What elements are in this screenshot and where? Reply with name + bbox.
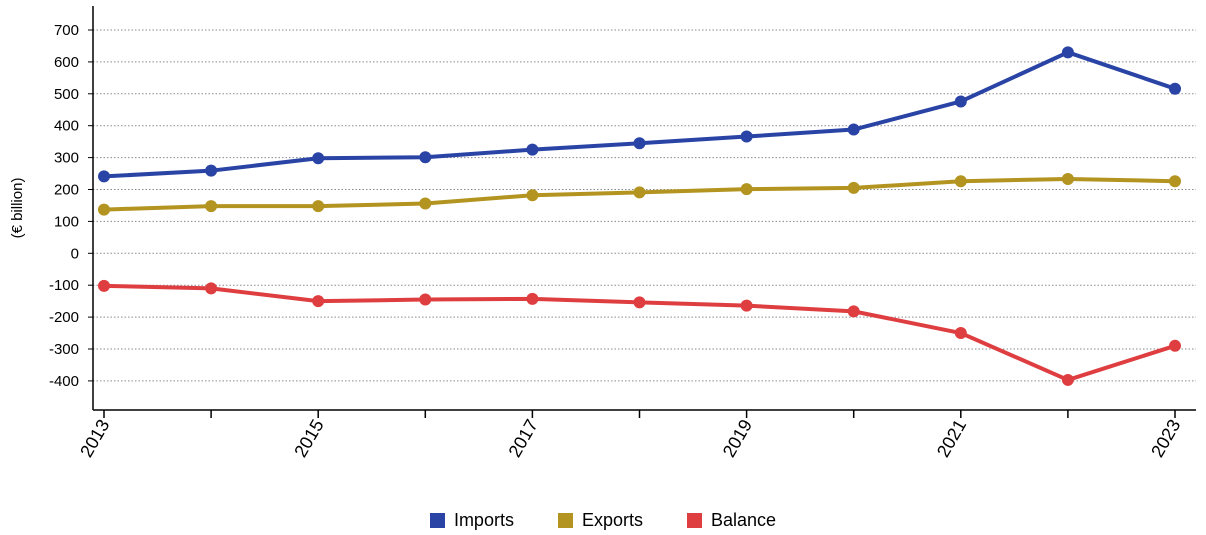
data-point-balance xyxy=(954,327,967,340)
data-point-exports xyxy=(954,175,967,188)
data-point-imports xyxy=(312,152,325,165)
data-point-balance xyxy=(419,293,432,306)
data-point-exports xyxy=(740,183,753,196)
data-point-imports xyxy=(98,170,110,183)
x-tick-label: 2015 xyxy=(290,416,327,461)
legend-swatch-exports xyxy=(557,513,573,528)
y-axis-title: (€ billion) xyxy=(9,178,26,239)
y-tick-label: 500 xyxy=(54,86,79,103)
data-point-exports xyxy=(847,181,860,194)
data-point-exports xyxy=(526,189,539,202)
x-tick-label: 2017 xyxy=(505,416,542,461)
data-point-imports xyxy=(1061,46,1074,59)
legend-swatch-imports xyxy=(429,513,445,528)
data-point-exports xyxy=(312,200,325,213)
data-point-balance xyxy=(526,292,539,305)
y-tick-labels: 700 600 500 400 300 200 100 0 -100 -200 -300 -400 xyxy=(49,22,93,390)
data-point-exports xyxy=(205,200,218,213)
data-point-exports xyxy=(419,197,432,210)
y-tick-label: 200 xyxy=(54,182,79,199)
legend-item-exports: Exports xyxy=(532,510,643,531)
x-tick-label: 2021 xyxy=(933,416,970,461)
data-point-imports xyxy=(526,143,539,156)
y-tick-label: -300 xyxy=(49,341,79,358)
data-point-balance xyxy=(98,279,110,292)
data-point-imports xyxy=(1169,82,1181,95)
series-lines xyxy=(98,46,1181,386)
data-point-balance xyxy=(205,282,218,295)
y-tick-label: -400 xyxy=(49,373,79,390)
legend-item-balance: Balance xyxy=(661,510,776,531)
x-tick-label: 2013 xyxy=(76,416,113,461)
legend: Imports Exports Balance xyxy=(0,510,1206,531)
data-point-balance xyxy=(312,295,325,308)
y-tick-label: 0 xyxy=(71,245,79,262)
data-point-balance xyxy=(847,305,860,318)
data-point-imports xyxy=(954,95,967,108)
line-chart: 700 600 500 400 300 200 100 0 -100 -200 -300 -400 2… xyxy=(9,6,1196,461)
data-point-imports xyxy=(419,151,432,164)
legend-label-balance: Balance xyxy=(710,510,777,530)
data-point-exports xyxy=(633,186,646,199)
x-tick-labels: 2013 2015 2017 2019 2021 2023 xyxy=(76,410,1184,461)
y-tick-label: 100 xyxy=(54,213,79,230)
data-point-imports xyxy=(633,137,646,150)
data-point-imports xyxy=(740,130,753,143)
y-tick-label: -200 xyxy=(49,309,79,326)
legend-label-imports: Imports xyxy=(453,510,514,530)
series-exports xyxy=(98,172,1181,216)
data-point-balance xyxy=(633,296,646,309)
data-point-exports xyxy=(98,203,110,216)
legend-item-imports: Imports xyxy=(429,510,514,531)
data-point-balance xyxy=(1061,373,1074,386)
legend-swatch-balance xyxy=(686,513,702,528)
data-point-imports xyxy=(847,123,860,136)
data-point-balance xyxy=(1169,339,1181,352)
series-balance xyxy=(98,279,1181,386)
data-point-exports xyxy=(1169,175,1181,188)
y-tick-label: -100 xyxy=(49,277,79,294)
axes xyxy=(92,6,1196,411)
data-point-imports xyxy=(205,164,218,177)
series-imports xyxy=(98,46,1181,183)
data-point-exports xyxy=(1061,172,1074,185)
data-point-balance xyxy=(740,299,753,312)
x-tick-label: 2023 xyxy=(1147,416,1184,461)
y-tick-label: 700 xyxy=(54,22,79,39)
y-tick-label: 400 xyxy=(54,118,79,135)
y-tick-label: 300 xyxy=(54,150,79,167)
y-tick-label: 600 xyxy=(54,54,79,71)
x-tick-label: 2019 xyxy=(719,416,756,461)
legend-label-exports: Exports xyxy=(581,510,643,530)
